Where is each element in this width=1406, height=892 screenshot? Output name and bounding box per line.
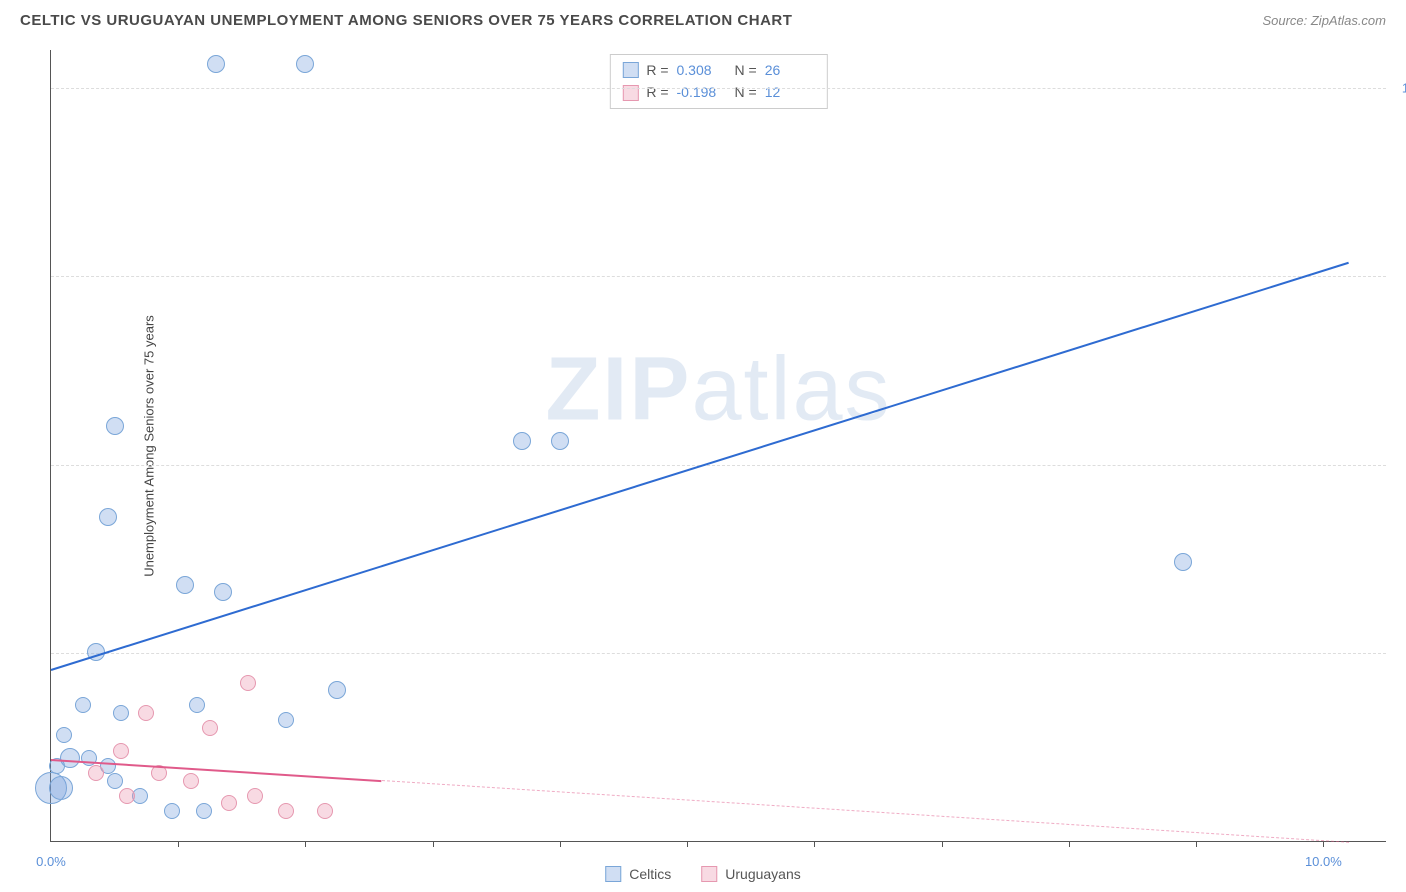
scatter-point xyxy=(56,727,72,743)
scatter-chart: ZIPatlas R =0.308N =26R =-0.198N =12 25.… xyxy=(50,50,1386,842)
x-tick xyxy=(1323,841,1324,847)
gridline xyxy=(51,465,1386,466)
scatter-point xyxy=(551,432,569,450)
scatter-point xyxy=(214,583,232,601)
scatter-point xyxy=(278,803,294,819)
x-tick xyxy=(942,841,943,847)
scatter-point xyxy=(278,712,294,728)
x-tick-label: 10.0% xyxy=(1305,854,1342,869)
x-tick xyxy=(814,841,815,847)
scatter-point xyxy=(202,720,218,736)
scatter-point xyxy=(107,773,123,789)
gridline xyxy=(51,88,1386,89)
chart-header: CELTIC VS URUGUAYAN UNEMPLOYMENT AMONG S… xyxy=(0,0,1406,37)
scatter-point xyxy=(164,803,180,819)
x-tick xyxy=(1196,841,1197,847)
scatter-point xyxy=(189,697,205,713)
y-tick-label: 50.0% xyxy=(1391,457,1406,472)
stat-n-label: N = xyxy=(735,59,757,81)
scatter-point xyxy=(513,432,531,450)
scatter-point xyxy=(196,803,212,819)
scatter-point xyxy=(221,795,237,811)
watermark: ZIPatlas xyxy=(545,339,891,442)
x-tick xyxy=(305,841,306,847)
x-tick xyxy=(1069,841,1070,847)
legend-swatch xyxy=(701,866,717,882)
correlation-legend: R = 0.308 N = 26 R = -0.198 N = 12 xyxy=(609,54,827,109)
legend-swatch xyxy=(622,62,638,78)
scatter-point xyxy=(99,508,117,526)
scatter-point xyxy=(207,55,225,73)
scatter-point xyxy=(88,765,104,781)
legend-swatch xyxy=(605,866,621,882)
scatter-point xyxy=(49,776,73,800)
series-legend: Celtics Uruguayans xyxy=(605,866,801,882)
legend-label: Uruguayans xyxy=(725,866,801,882)
x-tick xyxy=(433,841,434,847)
x-tick xyxy=(687,841,688,847)
scatter-point xyxy=(183,773,199,789)
stat-r-value: 0.308 xyxy=(677,59,727,81)
trend-line-extrapolated xyxy=(382,780,1349,843)
scatter-point xyxy=(317,803,333,819)
x-tick-label: 0.0% xyxy=(36,854,66,869)
stat-n-value: 26 xyxy=(765,59,815,81)
scatter-point xyxy=(176,576,194,594)
gridline xyxy=(51,276,1386,277)
scatter-point xyxy=(247,788,263,804)
scatter-point xyxy=(106,417,124,435)
chart-title: CELTIC VS URUGUAYAN UNEMPLOYMENT AMONG S… xyxy=(20,12,792,29)
legend-item: Celtics xyxy=(605,866,671,882)
gridline xyxy=(51,653,1386,654)
y-tick-label: 100.0% xyxy=(1391,80,1406,95)
scatter-point xyxy=(138,705,154,721)
scatter-point xyxy=(119,788,135,804)
x-tick xyxy=(178,841,179,847)
scatter-point xyxy=(75,697,91,713)
trend-line xyxy=(51,261,1349,670)
stat-r-label: R = xyxy=(646,81,668,103)
chart-source: Source: ZipAtlas.com xyxy=(1262,13,1386,28)
stat-r-label: R = xyxy=(646,59,668,81)
scatter-point xyxy=(240,675,256,691)
x-tick xyxy=(560,841,561,847)
scatter-point xyxy=(328,681,346,699)
stat-r-value: -0.198 xyxy=(677,81,727,103)
legend-stat-row: R = 0.308 N = 26 xyxy=(622,59,814,81)
legend-item: Uruguayans xyxy=(701,866,801,882)
scatter-point xyxy=(296,55,314,73)
scatter-point xyxy=(1174,553,1192,571)
y-tick-label: 75.0% xyxy=(1391,269,1406,284)
scatter-point xyxy=(113,705,129,721)
scatter-point xyxy=(113,743,129,759)
legend-label: Celtics xyxy=(629,866,671,882)
legend-stat-row: R = -0.198 N = 12 xyxy=(622,81,814,103)
stat-n-label: N = xyxy=(735,81,757,103)
y-tick-label: 25.0% xyxy=(1391,646,1406,661)
stat-n-value: 12 xyxy=(765,81,815,103)
